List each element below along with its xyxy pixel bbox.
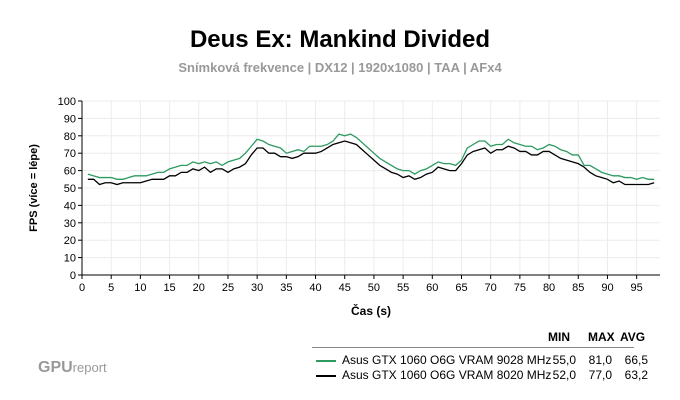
gpureport-logo: GPUreport xyxy=(38,359,107,376)
x-tick-label: 10 xyxy=(134,282,146,294)
y-tick-label: 10 xyxy=(64,253,76,265)
x-tick-label: 20 xyxy=(193,282,205,294)
x-tick-label: 55 xyxy=(397,282,409,294)
legend-min: 55,0 xyxy=(552,353,576,367)
x-tick-label: 35 xyxy=(280,282,292,294)
chart-title: Deus Ex: Mankind Divided xyxy=(189,26,491,53)
legend-max: 77,0 xyxy=(588,368,612,382)
x-tick-label: 30 xyxy=(251,282,263,294)
x-tick-label: 90 xyxy=(601,282,613,294)
legend-label: Asus GTX 1060 O6G VRAM 8020 MHz xyxy=(342,368,552,382)
legend-avg: 63,2 xyxy=(624,368,648,382)
legend-min: 52,0 xyxy=(552,368,576,382)
legend-header-min: MIN xyxy=(548,330,570,344)
y-tick-label: 70 xyxy=(64,148,76,160)
x-tick-label: 65 xyxy=(455,282,467,294)
legend-divider xyxy=(312,347,634,348)
y-tick-label: 0 xyxy=(70,270,76,282)
y-axis-label: FPS (více = lépe) xyxy=(28,144,40,232)
legend-swatch xyxy=(316,375,336,377)
y-tick-label: 90 xyxy=(64,113,76,125)
x-tick-label: 0 xyxy=(79,282,85,294)
legend-label: Asus GTX 1060 O6G VRAM 9028 MHz xyxy=(342,353,552,367)
x-tick-label: 85 xyxy=(572,282,584,294)
axes: 0 10 20 30 40 50 60 70 80 90 100 0 5 10 15 20 25 30 35 40 45… xyxy=(58,96,660,294)
x-tick-label: 15 xyxy=(163,282,175,294)
legend-header-avg: AVG xyxy=(620,330,646,344)
series-line-1 xyxy=(87,133,655,180)
x-tick-label: 75 xyxy=(514,282,526,294)
x-tick-label: 5 xyxy=(108,282,114,294)
y-tick-label: 100 xyxy=(58,96,76,108)
x-tick-label: 40 xyxy=(309,282,321,294)
legend-avg: 66,5 xyxy=(624,353,648,367)
y-tick-label: 80 xyxy=(64,131,76,143)
y-tick-label: 30 xyxy=(64,218,76,230)
x-tick-label: 60 xyxy=(426,282,438,294)
grid xyxy=(82,100,660,275)
x-tick-label: 70 xyxy=(485,282,497,294)
y-tick-label: 40 xyxy=(64,200,76,212)
legend-swatch xyxy=(316,360,336,362)
series-line-2 xyxy=(87,140,655,186)
legend-header-max: MAX xyxy=(588,330,615,344)
y-tick-label: 50 xyxy=(64,183,76,195)
x-axis-label: Čas (s) xyxy=(351,303,391,318)
legend-max: 81,0 xyxy=(588,353,612,367)
series-lines xyxy=(87,133,655,186)
x-tick-label: 25 xyxy=(222,282,234,294)
x-tick-label: 80 xyxy=(543,282,555,294)
x-tick-label: 50 xyxy=(368,282,380,294)
y-tick-label: 60 xyxy=(64,166,76,178)
x-tick-label: 45 xyxy=(339,282,351,294)
chart-subtitle: Snímková frekvence | DX12 | 1920x1080 | … xyxy=(178,60,502,75)
x-tick-label: 95 xyxy=(631,282,643,294)
y-tick-label: 20 xyxy=(64,235,76,247)
